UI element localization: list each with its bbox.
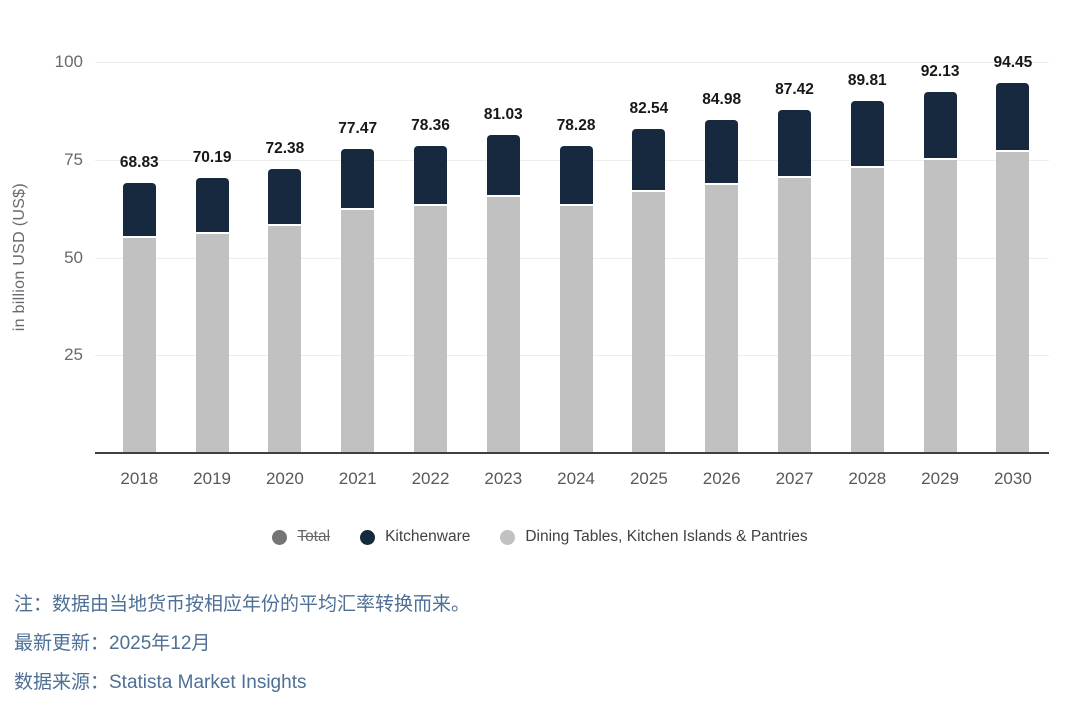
x-tick-label-2018: 2018 <box>120 469 159 488</box>
bar-2024[interactable] <box>559 145 593 452</box>
y-tick-label-50: 50 <box>64 247 83 267</box>
bar-segment-dining-2019[interactable] <box>195 234 229 452</box>
bar-total-label-2029: 92.13 <box>920 62 960 80</box>
bar-segment-dining-2023[interactable] <box>486 197 520 452</box>
legend-dot-dining-tables-kitchen-islands-pantries <box>500 529 516 545</box>
bar-segment-dining-2029[interactable] <box>923 159 957 452</box>
plot-area: 25 50 75 100 68.83 2018 70.19 2019 72.38 2020 77.4… <box>55 52 1049 488</box>
bar-segment-kitchenware-2018[interactable] <box>122 182 156 236</box>
bar-segment-dining-2025[interactable] <box>632 192 666 452</box>
bar-total-label-2021: 77.47 <box>338 120 378 138</box>
bar-total-label-2020: 72.38 <box>265 140 305 157</box>
x-tick-label-2021: 2021 <box>338 469 377 488</box>
bar-segment-dining-2026[interactable] <box>705 184 739 452</box>
bar-segment-dining-2027[interactable] <box>778 177 811 452</box>
bar-segment-dining-2020[interactable] <box>268 225 302 452</box>
bar-2019[interactable] <box>195 177 229 452</box>
bar-total-label-2026: 84.98 <box>702 90 742 108</box>
x-tick-label-2029: 2029 <box>921 469 959 488</box>
legend: Total Kitchenware Dining Tables, Kitchen I… <box>0 524 1080 550</box>
x-tick-label-2025: 2025 <box>629 469 668 488</box>
bar-2028[interactable] <box>850 100 884 452</box>
bar-segment-kitchenware-2026[interactable] <box>705 119 739 183</box>
bar-segment-dining-2024[interactable] <box>559 206 593 452</box>
bar-segment-kitchenware-2021[interactable] <box>341 149 375 208</box>
legend-item-dining-tables-kitchen-islands-pantries[interactable]: Dining Tables, Kitchen Islands & Pantrie… <box>500 528 808 546</box>
bar-segment-dining-2018[interactable] <box>122 237 156 452</box>
bar-segment-kitchenware-2019[interactable] <box>195 177 229 233</box>
bar-2023[interactable] <box>486 135 520 452</box>
y-axis-title-text: in billion USD (US$) <box>11 183 28 332</box>
bar-segment-dining-2030[interactable] <box>996 151 1030 452</box>
bar-total-label-2024: 78.28 <box>556 116 596 134</box>
legend-item-total[interactable]: Total <box>272 528 330 546</box>
x-tick-label-2020: 2020 <box>265 469 304 488</box>
x-tick-label-2022: 2022 <box>411 469 450 488</box>
x-tick-label-2023: 2023 <box>484 469 523 488</box>
x-tick-label-2030: 2030 <box>993 469 1032 488</box>
bar-2018[interactable] <box>122 182 156 452</box>
bar-total-label-2023: 81.03 <box>483 106 523 124</box>
x-tick-label-2028: 2028 <box>848 469 887 488</box>
bar-segment-dining-2021[interactable] <box>341 209 375 452</box>
bar-segment-kitchenware-2027[interactable] <box>778 110 811 176</box>
bar-segment-kitchenware-2025[interactable] <box>632 129 666 190</box>
bar-segment-kitchenware-2029[interactable] <box>923 91 957 158</box>
bar-segment-kitchenware-2022[interactable] <box>414 145 447 204</box>
y-tick-label-75: 75 <box>64 149 83 169</box>
bar-segment-dining-2022[interactable] <box>414 205 447 452</box>
bar-segment-kitchenware-2024[interactable] <box>559 145 593 205</box>
legend-dot-total <box>272 529 288 545</box>
y-tick-label-100: 100 <box>54 52 83 71</box>
x-tick-label-2026: 2026 <box>702 469 741 488</box>
footer-note: 注：数据由当地货币按相应年份的平均汇率转换而来。 <box>14 594 471 615</box>
bar-2020[interactable] <box>268 169 302 452</box>
bar-segment-kitchenware-2023[interactable] <box>486 135 520 196</box>
bar-2022[interactable] <box>414 145 447 452</box>
bar-2029[interactable] <box>923 91 957 452</box>
bar-2027[interactable] <box>778 110 811 452</box>
legend-item-kitchenware[interactable]: Kitchenware <box>360 528 470 546</box>
bar-segment-dining-2028[interactable] <box>850 167 884 452</box>
x-tick-label-2019: 2019 <box>193 469 231 488</box>
bar-total-label-2022: 78.36 <box>411 116 450 134</box>
bar-2026[interactable] <box>705 119 739 452</box>
legend-label-dining-tables-kitchen-islands-pantries: Dining Tables, Kitchen Islands & Pantrie… <box>525 528 808 545</box>
bar-2025[interactable] <box>632 129 666 452</box>
bar-total-label-2019: 70.19 <box>192 148 232 166</box>
footer-notes: 注：数据由当地货币按相应年份的平均汇率转换而来。 最新更新：2025年12月 数… <box>14 585 1014 702</box>
x-tick-label-2024: 2024 <box>557 469 595 488</box>
bar-segment-kitchenware-2030[interactable] <box>996 82 1030 150</box>
footer-source: 数据来源：Statista Market Insights <box>14 672 307 693</box>
footer-last-updated: 最新更新：2025年12月 <box>14 633 211 654</box>
x-axis-line <box>95 452 1049 454</box>
y-tick-label-25: 25 <box>64 345 83 365</box>
bar-segment-kitchenware-2020[interactable] <box>268 169 302 224</box>
legend-dot-kitchenware <box>360 529 376 545</box>
bar-2021[interactable] <box>341 149 375 452</box>
bar-total-label-2018: 68.83 <box>119 153 159 171</box>
bar-2030[interactable] <box>996 82 1030 452</box>
gridline-100 <box>95 62 1049 63</box>
bar-total-label-2025: 82.54 <box>629 100 669 118</box>
legend-label-total: Total <box>297 528 331 545</box>
bar-total-label-2027: 87.42 <box>775 81 814 99</box>
bar-total-label-2030: 94.45 <box>993 53 1033 71</box>
legend-label-kitchenware: Kitchenware <box>385 528 471 545</box>
bar-total-label-2028: 89.81 <box>847 71 887 89</box>
bar-segment-kitchenware-2028[interactable] <box>850 100 884 166</box>
x-tick-label-2027: 2027 <box>775 469 814 488</box>
